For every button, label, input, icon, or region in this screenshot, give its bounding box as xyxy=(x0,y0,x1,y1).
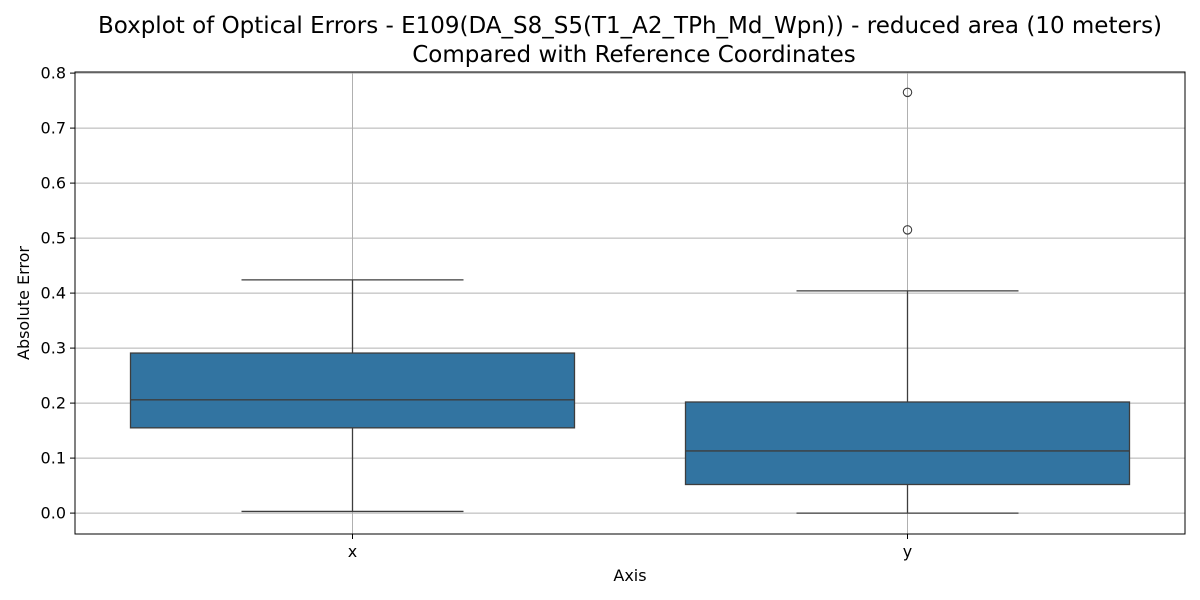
x-tick-label: y xyxy=(903,542,912,561)
y-tick-label: 0.5 xyxy=(41,229,66,248)
x-axis-label: Axis xyxy=(613,566,646,585)
plot-area: 0.0 0.1 0.2 0.3 0.4 0.5 0.6 0.7 0.8 x y xyxy=(41,64,1186,561)
y-tick-label: 0.8 xyxy=(41,64,66,83)
y-tick-label: 0.1 xyxy=(41,449,66,468)
box-iqr xyxy=(129,352,576,429)
plot-frame xyxy=(74,71,1186,535)
outlier-point xyxy=(902,225,913,235)
y-tick-label: 0.0 xyxy=(41,504,66,523)
y-tick-label: 0.3 xyxy=(41,339,66,358)
x-tick-label: x xyxy=(348,542,357,561)
y-tick-label: 0.6 xyxy=(41,174,66,193)
chart-title-line1: Boxplot of Optical Errors - E109(DA_S8_S… xyxy=(98,13,1162,39)
chart-title-line2: Compared with Reference Coordinates xyxy=(412,42,856,68)
y-tick-label: 0.2 xyxy=(41,394,66,413)
y-axis-label: Absolute Error xyxy=(14,246,33,360)
y-tick-label: 0.4 xyxy=(41,284,66,303)
y-tick-label: 0.7 xyxy=(41,119,66,138)
box-iqr xyxy=(684,401,1131,486)
outlier-point xyxy=(902,87,913,98)
